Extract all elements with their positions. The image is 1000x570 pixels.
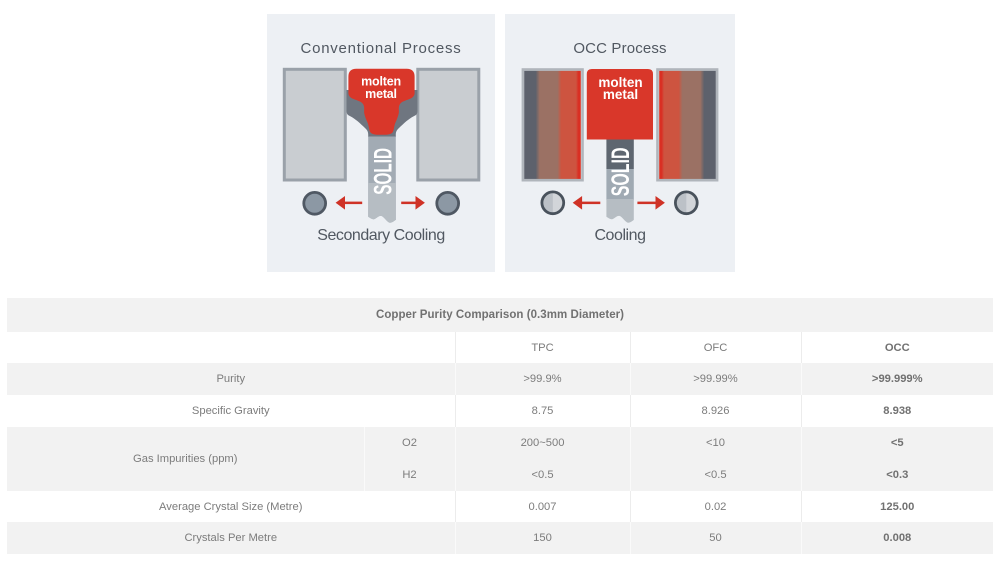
svg-text:molten: molten <box>361 75 401 89</box>
svg-text:metal: metal <box>603 87 638 102</box>
svg-text:SOLID: SOLID <box>370 148 398 195</box>
svg-text:molten: molten <box>598 75 642 90</box>
svg-text:metal: metal <box>365 87 397 101</box>
svg-text:SOLID: SOLID <box>607 148 635 197</box>
